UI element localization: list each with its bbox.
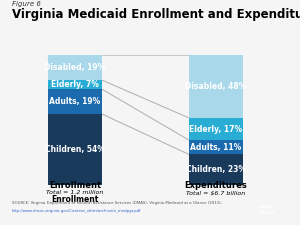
Text: Expenditures: Expenditures bbox=[184, 181, 248, 190]
Bar bbox=[189, 118, 243, 140]
Bar bbox=[189, 140, 243, 155]
Text: KAISER: KAISER bbox=[259, 205, 275, 209]
Text: Elderly, 17%: Elderly, 17% bbox=[189, 125, 243, 133]
Text: Disabled, 48%: Disabled, 48% bbox=[185, 82, 247, 91]
Text: SOURCE: Virginia Department of Medical Assistance Services (DMAS), Virginia Medi: SOURCE: Virginia Department of Medical A… bbox=[12, 201, 222, 205]
Text: Adults, 11%: Adults, 11% bbox=[190, 143, 242, 152]
Text: FAMILY: FAMILY bbox=[260, 212, 274, 215]
Bar bbox=[189, 155, 243, 184]
Text: Elderly, 7%: Elderly, 7% bbox=[51, 80, 99, 89]
Text: Enrollment: Enrollment bbox=[49, 181, 101, 190]
Text: Disabled, 19%: Disabled, 19% bbox=[44, 63, 106, 72]
Bar bbox=[48, 80, 102, 89]
Text: Total = 1.2 million: Total = 1.2 million bbox=[46, 190, 104, 195]
Text: Figure 6: Figure 6 bbox=[12, 1, 41, 7]
Text: Enrollment: Enrollment bbox=[51, 195, 99, 204]
Text: Children, 54%: Children, 54% bbox=[45, 145, 105, 154]
Text: Virginia Medicaid Enrollment and Expenditures, SFY 2013: Virginia Medicaid Enrollment and Expendi… bbox=[12, 8, 300, 21]
Bar bbox=[189, 55, 243, 118]
Text: Total = $6.7 billion: Total = $6.7 billion bbox=[186, 190, 246, 195]
Text: Children, 23%: Children, 23% bbox=[186, 165, 246, 174]
Bar bbox=[48, 114, 102, 184]
Bar bbox=[48, 55, 102, 80]
Text: http://www.dmas.virginia.gov/Content_shtm/archive/e_medpgr.pdf: http://www.dmas.virginia.gov/Content_sht… bbox=[12, 209, 142, 213]
Text: Adults, 19%: Adults, 19% bbox=[50, 97, 100, 106]
Bar bbox=[48, 89, 102, 114]
